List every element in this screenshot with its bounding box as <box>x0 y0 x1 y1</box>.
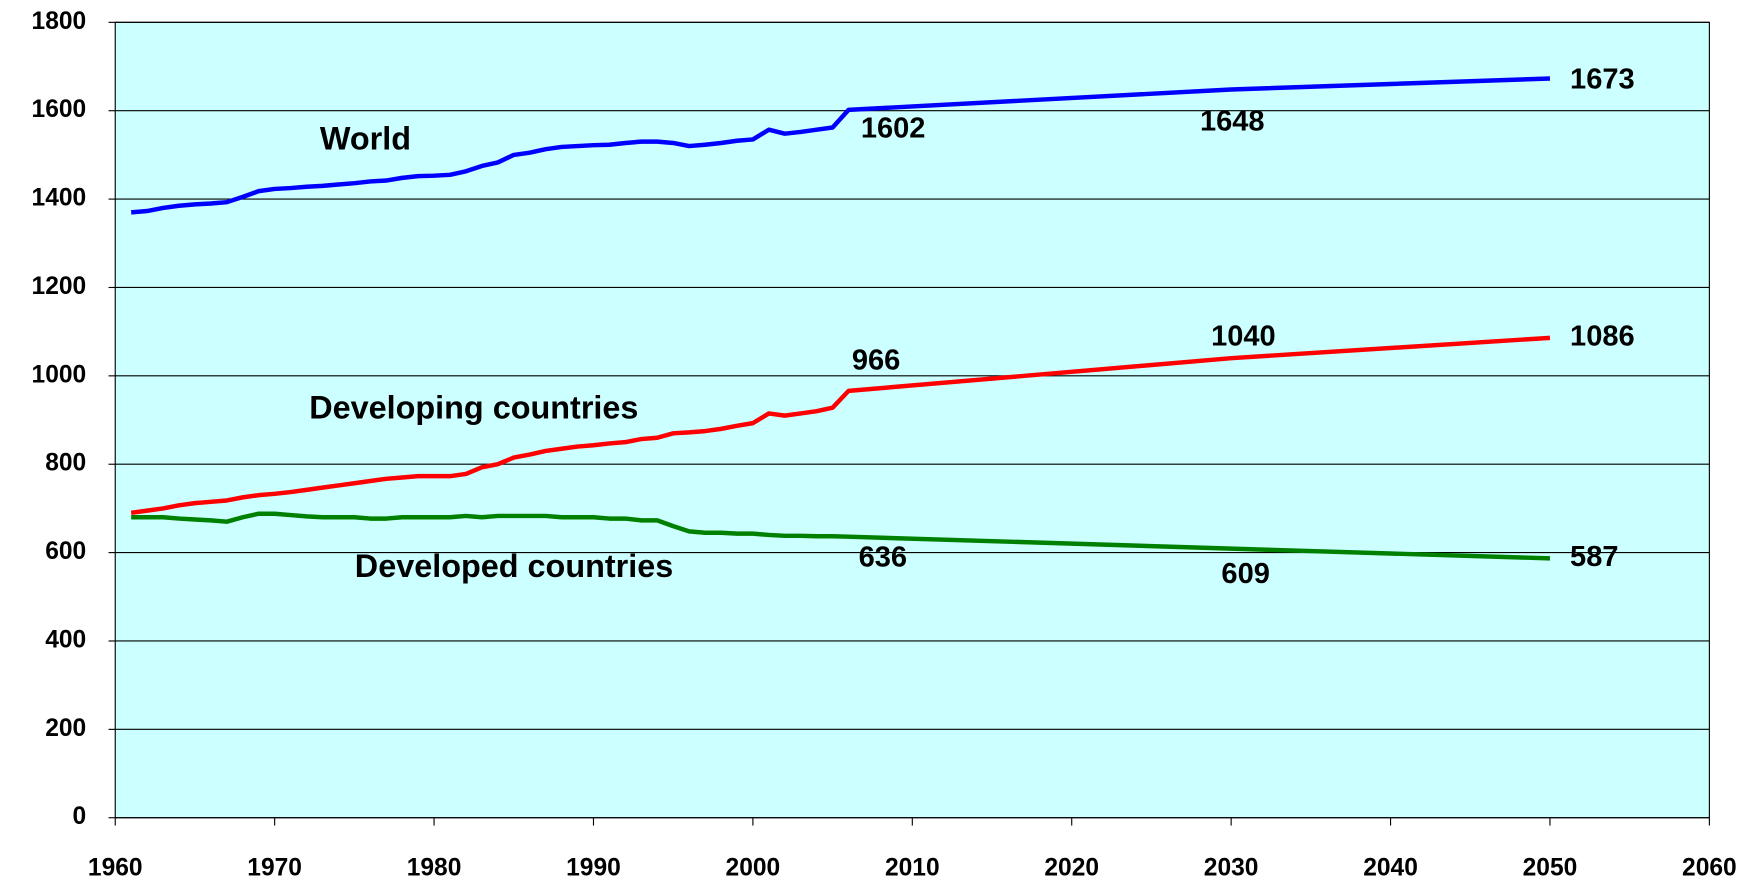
data-label: 636 <box>859 542 907 574</box>
data-label: 1040 <box>1211 321 1276 353</box>
y-tick-label: 1400 <box>32 185 87 212</box>
x-tick-label: 2010 <box>885 855 940 882</box>
x-tick-label: 2050 <box>1523 855 1578 882</box>
y-tick-label: 1800 <box>32 8 87 35</box>
data-label: 1602 <box>861 113 926 145</box>
x-tick-label: 1960 <box>88 855 143 882</box>
y-tick-label: 600 <box>45 538 86 565</box>
y-tick-label: 1600 <box>32 96 87 123</box>
series-line <box>130 335 1551 516</box>
x-tick-label: 2020 <box>1044 855 1099 882</box>
data-label: 587 <box>1570 541 1618 573</box>
x-tick-label: 1990 <box>566 855 621 882</box>
y-tick-label: 0 <box>73 803 87 830</box>
data-label: 1673 <box>1570 63 1635 95</box>
series-label: World <box>320 120 411 156</box>
x-tick-label: 2060 <box>1682 855 1737 882</box>
data-label: 1648 <box>1200 106 1265 138</box>
plot-area <box>114 21 1710 819</box>
x-tick-label: 2040 <box>1363 855 1418 882</box>
series-line <box>130 76 1551 215</box>
y-tick-label: 800 <box>45 450 86 477</box>
series-line <box>131 511 1551 561</box>
series-label: Developed countries <box>355 548 673 584</box>
y-tick-label: 1200 <box>32 273 87 300</box>
y-tick-label: 200 <box>45 715 86 742</box>
data-label: 609 <box>1221 558 1269 590</box>
x-tick-label: 1970 <box>247 855 302 882</box>
y-tick-label: 1000 <box>32 361 87 388</box>
y-tick-label: 400 <box>45 626 86 653</box>
data-label: 1086 <box>1570 321 1635 353</box>
series-label: Developing countries <box>309 390 638 426</box>
data-label: 966 <box>852 345 900 377</box>
x-tick-label: 1980 <box>407 855 462 882</box>
x-tick-label: 2030 <box>1204 855 1259 882</box>
x-tick-label: 2000 <box>726 855 781 882</box>
